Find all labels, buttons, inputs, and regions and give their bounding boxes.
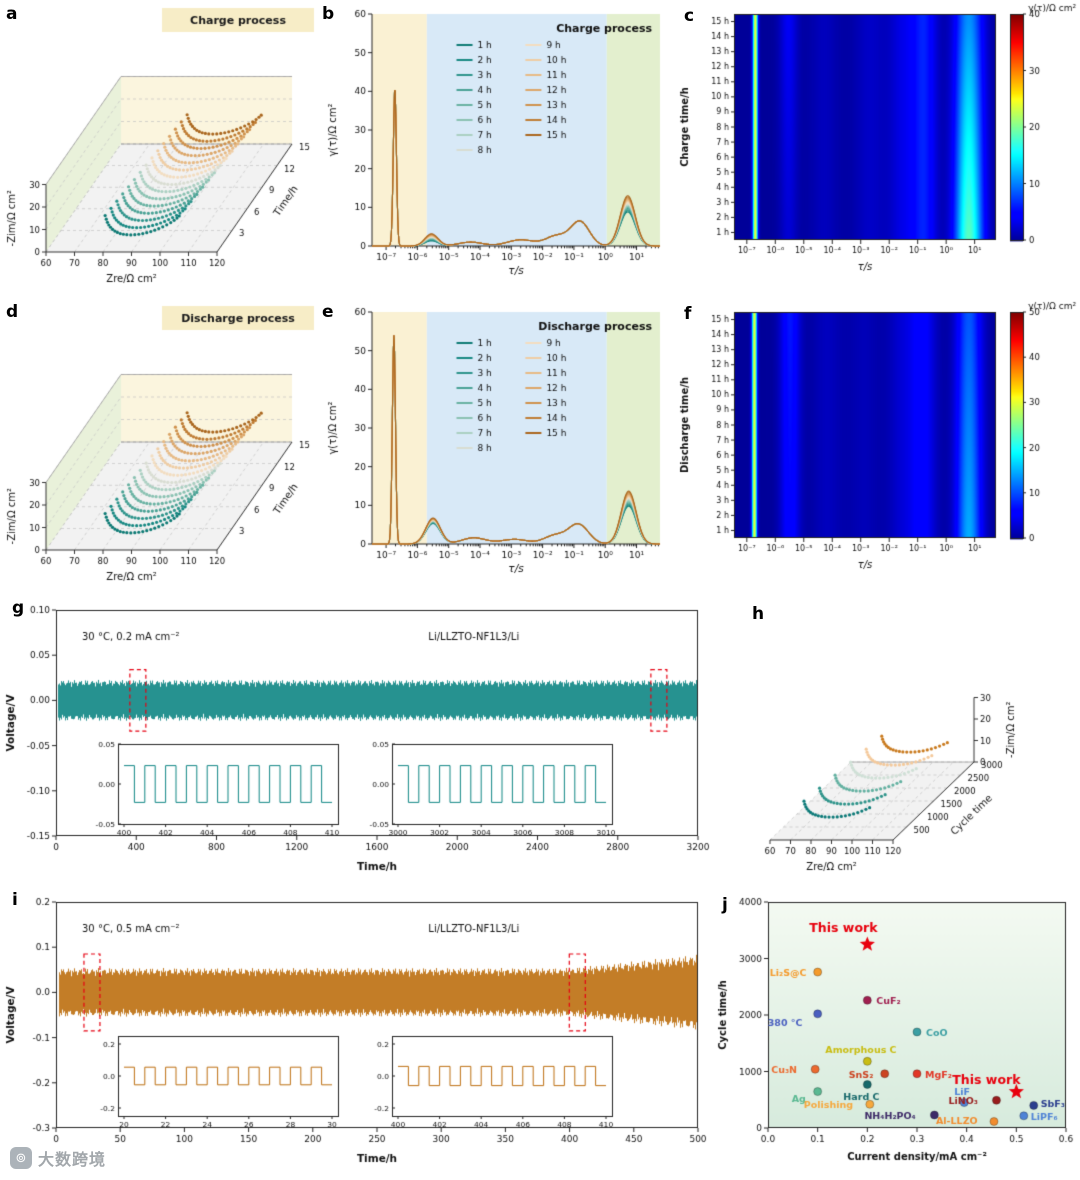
panel-d-canvas: [0, 300, 322, 594]
panel-i-canvas: [0, 890, 712, 1178]
panel-h-letter: h: [752, 604, 765, 624]
panel-f: f: [676, 300, 1080, 594]
watermark: ⊚ 大数跨境: [10, 1146, 106, 1170]
panel-i-letter: i: [12, 890, 18, 910]
panel-i: i: [0, 890, 712, 1178]
panel-f-canvas: [676, 300, 1080, 594]
panel-g: g: [0, 598, 712, 886]
panel-c: c: [676, 2, 1080, 296]
panel-e-canvas: [322, 300, 676, 594]
panel-j: j: [712, 890, 1080, 1178]
panel-b-canvas: [322, 2, 676, 296]
panel-e-letter: e: [322, 302, 334, 322]
panel-a-letter: a: [6, 4, 18, 24]
panel-c-letter: c: [684, 6, 695, 26]
panel-f-letter: f: [684, 304, 692, 324]
panel-b-letter: b: [322, 4, 335, 24]
watermark-logo: ⊚: [10, 1147, 32, 1169]
panel-a: a: [0, 2, 322, 296]
panel-c-canvas: [676, 2, 1080, 296]
panel-d: d: [0, 300, 322, 594]
panel-g-letter: g: [12, 598, 25, 618]
panel-e: e: [322, 300, 676, 594]
panel-j-letter: j: [722, 895, 728, 915]
panel-a-canvas: [0, 2, 322, 296]
panel-j-canvas: [712, 890, 1080, 1178]
panel-g-canvas: [0, 598, 712, 886]
panel-h: h: [712, 598, 1080, 886]
panel-d-letter: d: [6, 302, 19, 322]
panel-h-canvas: [712, 598, 1080, 886]
panel-b: b: [322, 2, 676, 296]
watermark-text: 大数跨境: [38, 1150, 107, 1169]
